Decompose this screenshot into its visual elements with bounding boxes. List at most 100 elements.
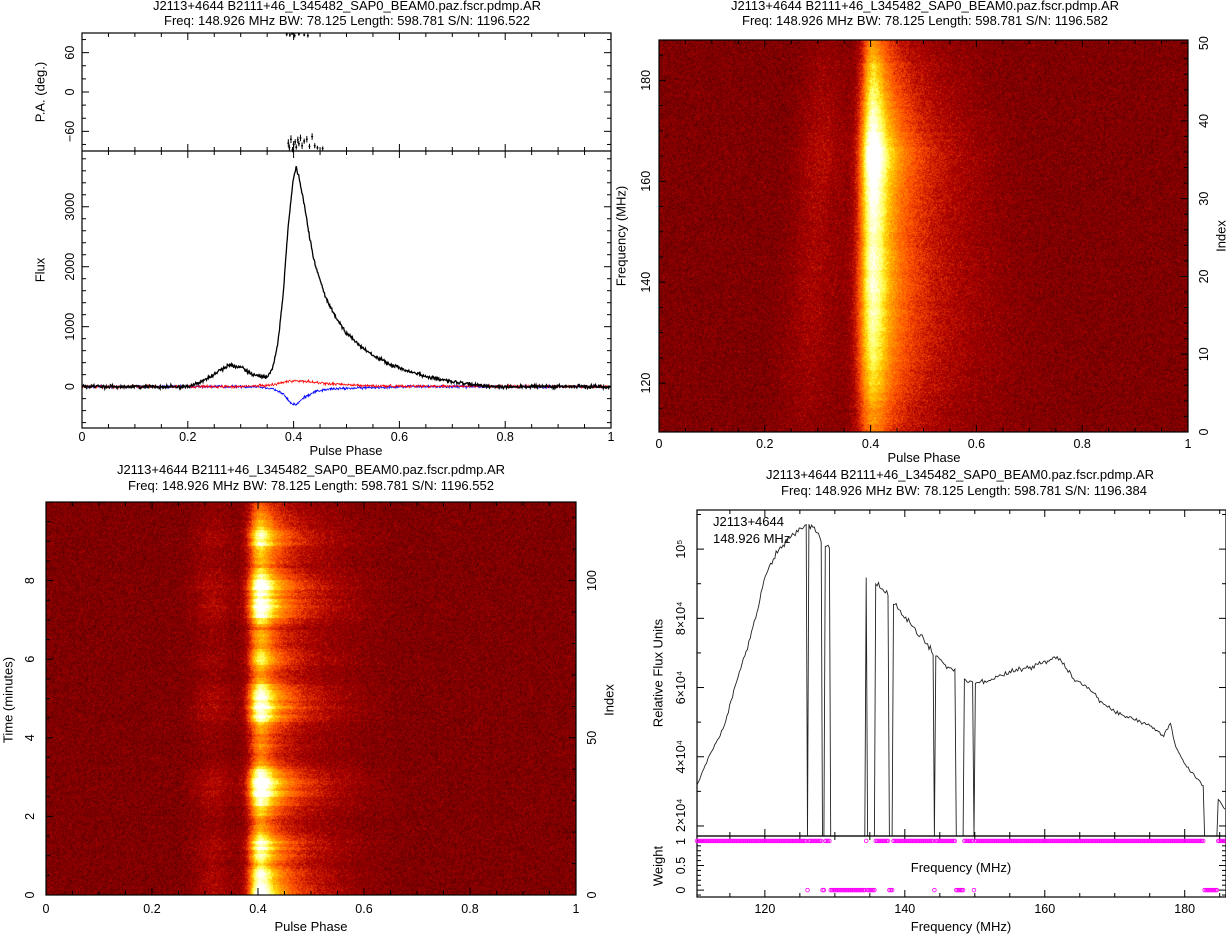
- weight-marker: [810, 838, 816, 844]
- weight-marker: [1033, 838, 1038, 844]
- weight-marker: [760, 838, 765, 844]
- weight-marker: [839, 887, 844, 893]
- weight-marker: [798, 838, 803, 844]
- weight-marker: [1145, 838, 1150, 844]
- weight-marker: [1117, 838, 1123, 844]
- weight-marker: [1175, 838, 1180, 844]
- weight-marker: [823, 838, 828, 844]
- time-heatmap-x-tick-label: 0.4: [249, 902, 266, 916]
- freq-heatmap-y-tick-label: 140: [639, 272, 653, 293]
- weight-marker: [880, 838, 885, 844]
- bandpass-title: J2113+4644 B2111+46_L345482_SAP0_BEAM0.p…: [766, 467, 1154, 482]
- weight-marker: [929, 838, 934, 844]
- weight-marker: [1190, 838, 1195, 844]
- weight-marker: [1186, 838, 1191, 844]
- weight-marker: [838, 887, 843, 893]
- weight-marker: [761, 838, 767, 844]
- weight-marker: [775, 838, 780, 844]
- weight-marker: [936, 838, 941, 844]
- weight-marker: [1011, 838, 1016, 844]
- weight-marker: [821, 887, 827, 893]
- weight-marker: [1076, 838, 1082, 844]
- weight-marker: [988, 838, 993, 844]
- freq-heatmap-x-tick-label: 0.4: [862, 437, 879, 451]
- weight-marker: [1132, 838, 1138, 844]
- weight-marker: [708, 838, 713, 844]
- weight-marker: [833, 887, 839, 893]
- weight-marker: [865, 887, 870, 893]
- pa-y-tick-label: 0: [63, 88, 77, 95]
- weight-marker: [763, 838, 768, 844]
- weight-marker: [1177, 838, 1183, 844]
- bandpass-y-tick-label: 2×10⁴: [674, 798, 688, 832]
- weight-marker: [978, 838, 984, 844]
- weight-marker: [1113, 838, 1119, 844]
- weight-marker: [1168, 838, 1173, 844]
- weight-marker: [726, 838, 731, 844]
- weight-marker: [1140, 838, 1146, 844]
- weight-marker: [795, 838, 801, 844]
- weight-marker: [771, 838, 776, 844]
- freq-heatmap-y2-tick-label: 0: [1197, 428, 1211, 435]
- weight-marker: [794, 838, 799, 844]
- weight-marker: [888, 887, 893, 893]
- weight-marker: [758, 838, 764, 844]
- weight-marker: [1027, 838, 1033, 844]
- weight-y-tick-label: 1: [674, 838, 688, 845]
- weight-marker: [1026, 838, 1031, 844]
- weight-marker: [973, 838, 978, 844]
- weight-frame: [696, 835, 1226, 898]
- weight-marker: [836, 887, 842, 893]
- weight-marker: [846, 887, 851, 893]
- weight-marker: [778, 838, 783, 844]
- weight-marker: [940, 838, 945, 844]
- time-heatmap-y2-tick-label: 50: [585, 731, 599, 745]
- weight-marker: [904, 838, 910, 844]
- weight-marker: [862, 887, 868, 893]
- weight-marker: [1160, 838, 1165, 844]
- pa-point: [305, 138, 308, 141]
- weight-marker: [1061, 838, 1067, 844]
- weight-marker: [928, 838, 933, 844]
- weight-marker: [1091, 838, 1097, 844]
- weight-marker: [910, 838, 915, 844]
- weight-marker: [853, 887, 858, 893]
- weight-marker: [1046, 838, 1052, 844]
- freq-heatmap-ylabel: Frequency (MHz): [614, 186, 629, 286]
- weight-marker: [1083, 838, 1089, 844]
- weight-marker: [829, 887, 835, 893]
- bandpass-line: [696, 523, 1226, 837]
- weight-marker: [848, 887, 854, 893]
- time-phase-heatmap: [46, 502, 576, 895]
- weight-marker: [1166, 838, 1172, 844]
- weight-marker: [1110, 838, 1116, 844]
- weight-marker: [752, 838, 757, 844]
- weight-marker: [1016, 838, 1022, 844]
- profile-xlabel: Pulse Phase: [310, 443, 383, 458]
- weight-marker: [994, 838, 1000, 844]
- weight-marker: [1012, 838, 1018, 844]
- freq-heatmap-x-tick-label: 0.2: [756, 437, 773, 451]
- weight-marker: [1184, 838, 1190, 844]
- weight-marker: [947, 838, 952, 844]
- weight-marker: [723, 838, 728, 844]
- weight-ylabel: Weight: [651, 846, 666, 887]
- time-heatmap-y-tick-label: 0: [23, 891, 37, 898]
- freq-heatmap-x-tick-label: 1: [1185, 437, 1192, 451]
- weight-marker: [868, 887, 873, 893]
- weight-marker: [734, 838, 739, 844]
- weight-marker: [1095, 838, 1101, 844]
- weight-marker: [1030, 838, 1035, 844]
- weight-marker: [958, 887, 963, 893]
- weight-marker: [712, 838, 717, 844]
- weight-marker: [960, 887, 966, 893]
- weight-marker: [1097, 838, 1102, 844]
- pa-point: [321, 147, 324, 150]
- weight-marker: [873, 838, 878, 844]
- weight-marker: [1044, 838, 1049, 844]
- weight-marker: [767, 838, 772, 844]
- weight-marker: [739, 838, 745, 844]
- weight-marker: [803, 838, 809, 844]
- weight-marker: [1037, 838, 1042, 844]
